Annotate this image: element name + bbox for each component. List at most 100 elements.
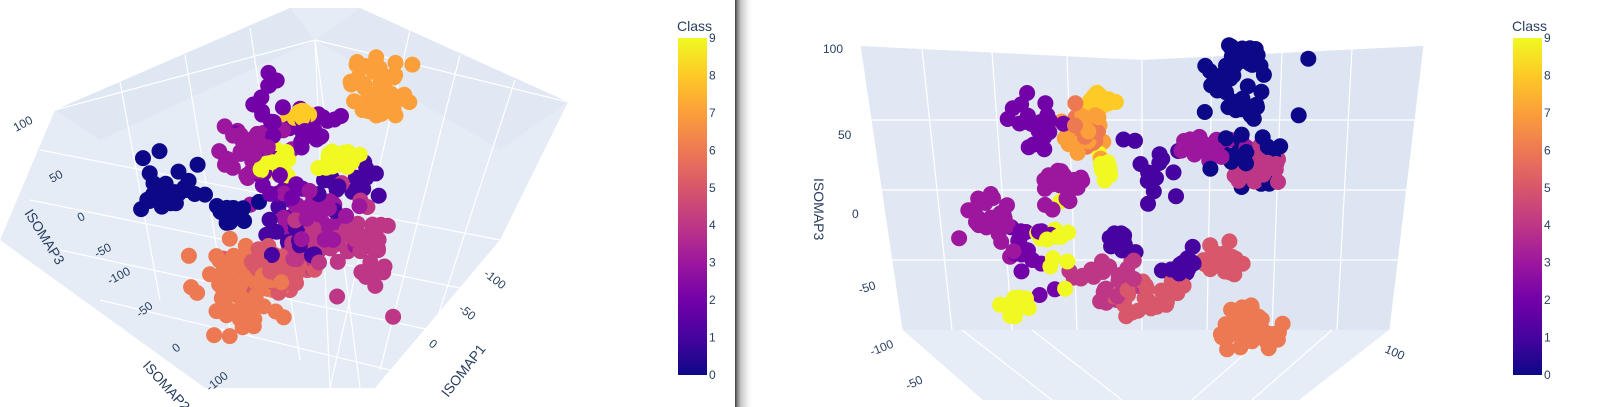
- scatter-point-class-4[interactable]: [385, 308, 402, 325]
- scatter-point-class-6[interactable]: [1274, 315, 1291, 332]
- scatter-point-class-0[interactable]: [1228, 99, 1245, 116]
- scatter-point-class-9[interactable]: [310, 160, 327, 177]
- scatter-point-class-3[interactable]: [951, 230, 968, 247]
- scatter-point-class-9[interactable]: [1100, 158, 1117, 175]
- scatter-point-class-6[interactable]: [241, 299, 258, 316]
- scatter-point-class-8[interactable]: [296, 103, 313, 120]
- scatter-point-class-6[interactable]: [180, 247, 197, 264]
- scatter-point-class-2[interactable]: [1011, 115, 1028, 132]
- scatter-point-class-0[interactable]: [1255, 66, 1272, 83]
- scatter-point-class-4[interactable]: [329, 253, 346, 270]
- scatter-point-class-9[interactable]: [1057, 280, 1074, 297]
- scatter-point-class-0[interactable]: [189, 156, 206, 173]
- scatter-point-class-6[interactable]: [1067, 117, 1083, 134]
- scatter-point-class-0[interactable]: [145, 175, 162, 192]
- scatter-point-class-7[interactable]: [1080, 123, 1097, 140]
- scatter-point-class-0[interactable]: [1217, 130, 1234, 147]
- scatter-point-class-5[interactable]: [1206, 252, 1223, 269]
- scatter-point-class-3[interactable]: [301, 182, 318, 199]
- scatter-point-class-9[interactable]: [280, 151, 297, 168]
- scatter-point-class-9[interactable]: [1018, 290, 1034, 307]
- scatter-point-class-4[interactable]: [285, 250, 302, 267]
- scatter-point-class-7[interactable]: [1090, 109, 1107, 126]
- scatter-point-class-5[interactable]: [287, 267, 304, 284]
- scatter-point-class-6[interactable]: [1067, 95, 1084, 112]
- scatter-point-class-2[interactable]: [1012, 223, 1029, 240]
- scatter-point-class-4[interactable]: [1125, 270, 1142, 287]
- scatter-point-class-4[interactable]: [1255, 164, 1272, 181]
- scatter-point-class-1[interactable]: [1115, 131, 1132, 148]
- scatter-point-class-2[interactable]: [319, 112, 336, 129]
- scatter-point-class-1[interactable]: [1115, 231, 1132, 247]
- scatter-point-class-7[interactable]: [368, 49, 385, 66]
- scatter-point-class-7[interactable]: [349, 54, 366, 70]
- scatter-point-class-0[interactable]: [227, 203, 244, 220]
- scatter-point-class-1[interactable]: [1140, 195, 1156, 212]
- scatter-point-class-2[interactable]: [1036, 141, 1053, 158]
- scatter-point-class-5[interactable]: [1155, 287, 1172, 304]
- scatter-point-class-2[interactable]: [294, 131, 311, 147]
- scatter-point-class-0[interactable]: [1215, 66, 1232, 82]
- scatter-point-class-7[interactable]: [350, 69, 367, 86]
- scatter-point-class-2[interactable]: [271, 167, 288, 184]
- scatter-point-class-6[interactable]: [255, 298, 272, 315]
- scatter-point-class-0[interactable]: [1300, 50, 1317, 67]
- scatter-point-class-3[interactable]: [219, 153, 235, 170]
- scatter-point-class-0[interactable]: [1290, 107, 1307, 124]
- scatter-point-class-1[interactable]: [263, 247, 280, 263]
- scatter-point-class-0[interactable]: [1202, 160, 1219, 177]
- scatter-point-class-2[interactable]: [283, 189, 300, 206]
- scatter-point-class-3[interactable]: [1044, 201, 1061, 218]
- scatter-point-class-9[interactable]: [1039, 231, 1055, 248]
- scatter-point-class-6[interactable]: [1217, 316, 1234, 333]
- scatter-point-class-1[interactable]: [316, 172, 332, 189]
- scatter-point-class-2[interactable]: [1041, 124, 1058, 141]
- scatter-point-class-1[interactable]: [1178, 255, 1195, 272]
- scatter-point-class-4[interactable]: [353, 264, 370, 281]
- left-scatter-points[interactable]: [133, 49, 421, 345]
- scatter-point-class-5[interactable]: [1139, 281, 1155, 298]
- scatter-point-class-4[interactable]: [1101, 258, 1118, 275]
- scatter-point-class-1[interactable]: [268, 223, 285, 240]
- scatter-point-class-0[interactable]: [1238, 144, 1255, 160]
- scatter-point-class-8[interactable]: [1089, 90, 1106, 107]
- scatter-point-class-1[interactable]: [347, 169, 364, 186]
- scatter-point-class-6[interactable]: [206, 327, 223, 344]
- left-chart-panel[interactable]: 100 50 0 -50 -100 ISOMAP3 -50 0 -100 ISO…: [0, 0, 735, 407]
- scatter-point-class-3[interactable]: [246, 146, 263, 163]
- scatter-point-class-0[interactable]: [197, 186, 213, 203]
- scatter-point-class-6[interactable]: [1233, 303, 1250, 320]
- scatter-point-class-2[interactable]: [265, 114, 282, 130]
- scatter-point-class-3[interactable]: [1044, 167, 1061, 184]
- scatter-point-class-9[interactable]: [252, 161, 269, 178]
- left-3d-scatter[interactable]: 100 50 0 -50 -100 ISOMAP3 -50 0 -100 ISO…: [0, 0, 735, 407]
- scatter-point-class-3[interactable]: [316, 231, 333, 248]
- scatter-point-class-2[interactable]: [260, 64, 277, 81]
- scatter-point-class-1[interactable]: [1132, 156, 1149, 172]
- scatter-point-class-4[interactable]: [329, 288, 346, 305]
- scatter-point-class-0[interactable]: [1244, 56, 1261, 73]
- scatter-point-class-3[interactable]: [969, 215, 986, 232]
- scatter-point-class-7[interactable]: [368, 107, 385, 124]
- scatter-point-class-9[interactable]: [1005, 296, 1022, 313]
- scatter-point-class-2[interactable]: [245, 96, 262, 113]
- scatter-point-class-1[interactable]: [358, 160, 375, 177]
- scatter-point-class-3[interactable]: [999, 197, 1015, 214]
- scatter-point-class-2[interactable]: [1020, 139, 1037, 156]
- scatter-point-class-4[interactable]: [1125, 252, 1142, 269]
- scatter-point-class-4[interactable]: [1113, 266, 1130, 283]
- scatter-point-class-2[interactable]: [1037, 95, 1054, 112]
- scatter-point-class-0[interactable]: [151, 143, 168, 160]
- scatter-point-class-9[interactable]: [344, 154, 360, 170]
- scatter-point-class-6[interactable]: [1260, 340, 1277, 357]
- scatter-point-class-1[interactable]: [1148, 170, 1164, 186]
- scatter-point-class-6[interactable]: [1243, 333, 1260, 350]
- scatter-point-class-3[interactable]: [1069, 179, 1086, 196]
- scatter-point-class-0[interactable]: [1272, 138, 1289, 155]
- scatter-point-class-7[interactable]: [1069, 144, 1086, 161]
- scatter-point-class-6[interactable]: [237, 269, 254, 286]
- scatter-point-class-1[interactable]: [1154, 150, 1171, 167]
- scatter-point-class-2[interactable]: [288, 176, 305, 193]
- scatter-point-class-1[interactable]: [370, 187, 387, 204]
- scatter-point-class-6[interactable]: [208, 248, 225, 265]
